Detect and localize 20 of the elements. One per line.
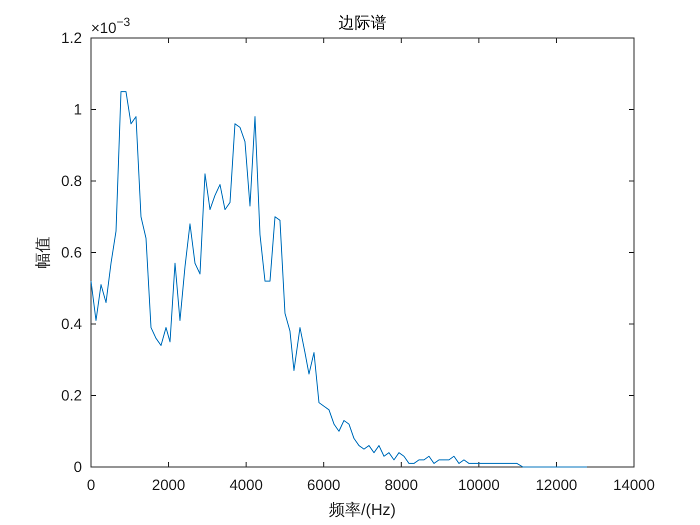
x-tick-label: 6000 [307, 477, 340, 494]
x-tick-label: 14000 [613, 477, 655, 494]
y-tick-label: 0.2 [61, 388, 82, 404]
x-tick-label: 2000 [152, 477, 186, 494]
x-tick-label: 12000 [536, 477, 578, 494]
y-tick-label: 0 [74, 459, 82, 476]
y-tick-label: 1.2 [61, 30, 82, 47]
x-tick-label: 0 [86, 477, 96, 494]
x-tick-label: 8000 [384, 477, 418, 494]
y-tick-label: 0.4 [61, 316, 82, 333]
y-tick-label: 1 [74, 102, 82, 118]
y-tick-label: 0.8 [61, 173, 82, 190]
x-tick-label: 4000 [229, 477, 263, 494]
text: ×10$^{−3}$ [91, 15, 130, 37]
chart-title: 边际谱 [338, 14, 386, 32]
x-axis-title: 频率/(Hz) [329, 501, 396, 519]
line-series [90, 91, 588, 468]
y-axis-title: 幅值 [35, 236, 52, 268]
x-tick-label: 10000 [458, 477, 500, 494]
y-tick-label: 0.6 [61, 244, 82, 262]
